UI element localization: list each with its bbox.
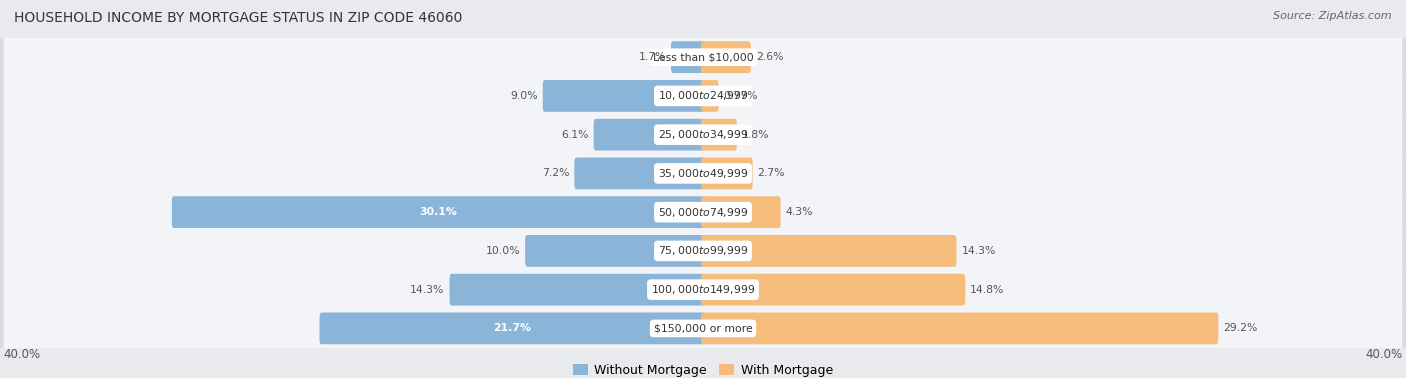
Text: $50,000 to $74,999: $50,000 to $74,999 bbox=[658, 206, 748, 218]
Text: $25,000 to $34,999: $25,000 to $34,999 bbox=[658, 128, 748, 141]
FancyBboxPatch shape bbox=[3, 33, 1403, 82]
Text: 30.1%: 30.1% bbox=[419, 207, 457, 217]
FancyBboxPatch shape bbox=[0, 105, 1406, 165]
FancyBboxPatch shape bbox=[526, 235, 706, 267]
Text: 29.2%: 29.2% bbox=[1223, 324, 1257, 333]
FancyBboxPatch shape bbox=[3, 226, 1403, 276]
Text: $75,000 to $99,999: $75,000 to $99,999 bbox=[658, 245, 748, 257]
FancyBboxPatch shape bbox=[700, 196, 780, 228]
FancyBboxPatch shape bbox=[700, 158, 752, 189]
FancyBboxPatch shape bbox=[671, 41, 706, 73]
Text: $150,000 or more: $150,000 or more bbox=[654, 324, 752, 333]
FancyBboxPatch shape bbox=[0, 221, 1406, 281]
Text: 14.8%: 14.8% bbox=[970, 285, 1004, 294]
Text: 1.7%: 1.7% bbox=[638, 52, 666, 62]
FancyBboxPatch shape bbox=[0, 182, 1406, 242]
Text: 40.0%: 40.0% bbox=[4, 348, 41, 361]
FancyBboxPatch shape bbox=[700, 80, 718, 112]
Text: 0.77%: 0.77% bbox=[724, 91, 758, 101]
Text: 14.3%: 14.3% bbox=[962, 246, 995, 256]
FancyBboxPatch shape bbox=[0, 143, 1406, 203]
FancyBboxPatch shape bbox=[700, 274, 966, 305]
FancyBboxPatch shape bbox=[700, 119, 737, 150]
FancyBboxPatch shape bbox=[700, 235, 956, 267]
Text: 1.8%: 1.8% bbox=[742, 130, 769, 139]
Text: 9.0%: 9.0% bbox=[510, 91, 537, 101]
FancyBboxPatch shape bbox=[0, 298, 1406, 358]
Text: Less than $10,000: Less than $10,000 bbox=[652, 52, 754, 62]
FancyBboxPatch shape bbox=[3, 265, 1403, 314]
Text: 4.3%: 4.3% bbox=[786, 207, 813, 217]
Text: 2.7%: 2.7% bbox=[758, 169, 785, 178]
FancyBboxPatch shape bbox=[3, 110, 1403, 160]
Text: 14.3%: 14.3% bbox=[411, 285, 444, 294]
Text: $10,000 to $24,999: $10,000 to $24,999 bbox=[658, 90, 748, 102]
Text: 2.6%: 2.6% bbox=[756, 52, 783, 62]
Legend: Without Mortgage, With Mortgage: Without Mortgage, With Mortgage bbox=[568, 359, 838, 378]
FancyBboxPatch shape bbox=[0, 260, 1406, 320]
FancyBboxPatch shape bbox=[575, 158, 706, 189]
Text: 21.7%: 21.7% bbox=[494, 324, 531, 333]
Text: $35,000 to $49,999: $35,000 to $49,999 bbox=[658, 167, 748, 180]
FancyBboxPatch shape bbox=[3, 304, 1403, 353]
FancyBboxPatch shape bbox=[700, 41, 751, 73]
FancyBboxPatch shape bbox=[593, 119, 706, 150]
Text: 6.1%: 6.1% bbox=[561, 130, 589, 139]
FancyBboxPatch shape bbox=[3, 149, 1403, 198]
FancyBboxPatch shape bbox=[3, 71, 1403, 121]
FancyBboxPatch shape bbox=[450, 274, 706, 305]
Text: 7.2%: 7.2% bbox=[541, 169, 569, 178]
FancyBboxPatch shape bbox=[0, 27, 1406, 87]
FancyBboxPatch shape bbox=[543, 80, 706, 112]
FancyBboxPatch shape bbox=[319, 313, 704, 344]
FancyBboxPatch shape bbox=[172, 196, 704, 228]
FancyBboxPatch shape bbox=[700, 313, 1218, 344]
Text: 10.0%: 10.0% bbox=[485, 246, 520, 256]
Text: 40.0%: 40.0% bbox=[1365, 348, 1402, 361]
Text: Source: ZipAtlas.com: Source: ZipAtlas.com bbox=[1274, 11, 1392, 21]
Text: HOUSEHOLD INCOME BY MORTGAGE STATUS IN ZIP CODE 46060: HOUSEHOLD INCOME BY MORTGAGE STATUS IN Z… bbox=[14, 11, 463, 25]
Text: $100,000 to $149,999: $100,000 to $149,999 bbox=[651, 283, 755, 296]
FancyBboxPatch shape bbox=[0, 66, 1406, 126]
FancyBboxPatch shape bbox=[3, 187, 1403, 237]
